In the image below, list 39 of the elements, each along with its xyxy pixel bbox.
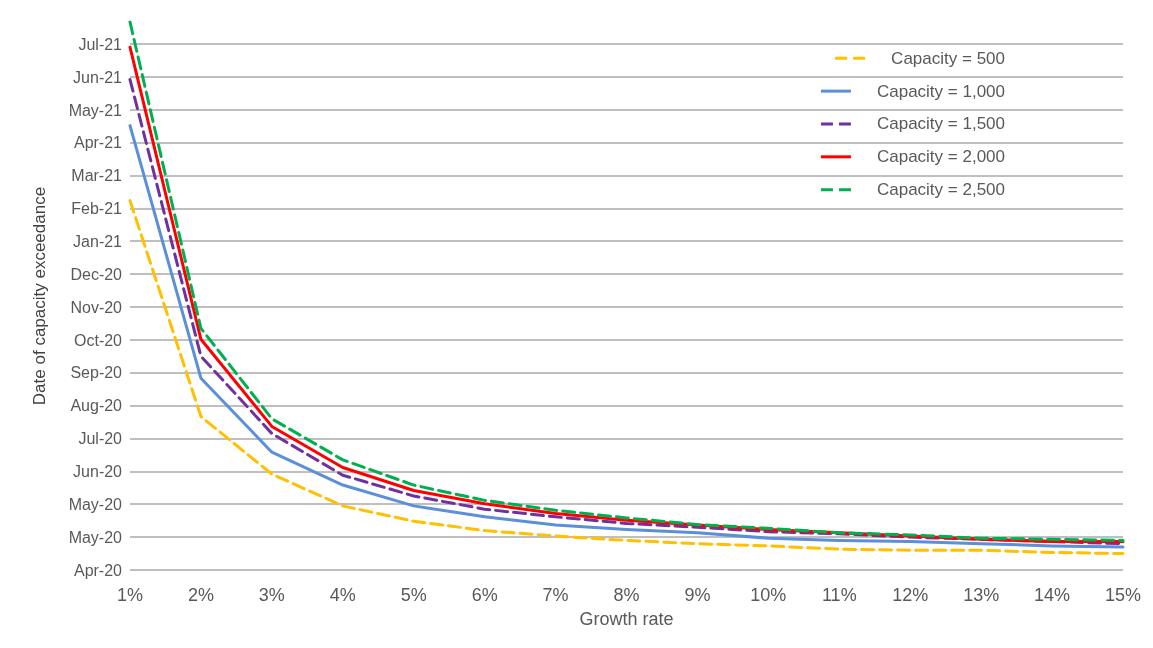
- text: Oct-20: [73, 331, 123, 349]
- x-tick-label: 12%: [892, 585, 929, 605]
- x-tick-label: 15%: [1104, 585, 1142, 605]
- legend-label: Capacity = 2,000: [876, 147, 1006, 167]
- text: Aug-20: [70, 397, 123, 415]
- x-tick-label: 7%: [542, 585, 569, 605]
- text: Dec-20: [70, 265, 123, 283]
- x-tick-label: 6%: [471, 585, 498, 605]
- text: Apr-20: [73, 561, 123, 579]
- text: Feb-21: [71, 200, 123, 218]
- x-tick-label: 9%: [684, 585, 711, 605]
- x-tick-label: 11%: [821, 585, 857, 605]
- text: Jul-20: [78, 430, 123, 448]
- x-axis-title: Growth rate: [579, 609, 674, 629]
- x-tick-label: 3%: [258, 585, 285, 605]
- legend-label: Capacity = 500: [891, 48, 1006, 68]
- x-tick-label: 8%: [613, 585, 640, 605]
- legend-label: Capacity = 1,500: [876, 114, 1006, 134]
- legend-label: Capacity = 2,500: [876, 180, 1006, 200]
- x-tick-label: 2%: [187, 585, 214, 605]
- text: Mar-21: [71, 167, 123, 185]
- x-tick-label: 1%: [116, 585, 144, 605]
- text: Apr-21: [73, 134, 123, 152]
- text: Jan-21: [73, 232, 123, 250]
- x-tick-label: 4%: [329, 585, 356, 605]
- text: May-20: [68, 528, 123, 546]
- x-tick-label: 5%: [400, 585, 427, 605]
- x-tick-label: 13%: [963, 585, 1000, 605]
- text: Jun-20: [73, 462, 123, 480]
- y-axis-title: Date of capacity exceedance: [30, 186, 49, 406]
- legend-label: Capacity = 1,000: [876, 81, 1006, 101]
- text: Jul-21: [78, 35, 123, 53]
- text: May-21: [68, 101, 123, 119]
- x-tick-label: 10%: [750, 585, 787, 605]
- text: May-20: [68, 495, 123, 513]
- text: Sep-20: [70, 364, 123, 382]
- text: Nov-20: [70, 298, 123, 316]
- text: Jun-21: [73, 68, 123, 86]
- x-tick-label: 14%: [1034, 585, 1071, 605]
